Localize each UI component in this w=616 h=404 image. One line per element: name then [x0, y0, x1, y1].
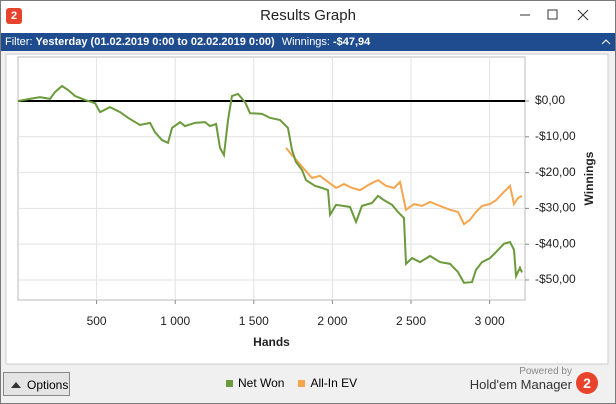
- filter-label: Filter:: [5, 36, 33, 48]
- powered-by: Powered by: [519, 366, 572, 377]
- title-bar: 2 Results Graph: [1, 1, 615, 33]
- x-tick-label: 3 000: [475, 314, 505, 328]
- brand-logo: 2: [576, 372, 598, 394]
- branding: Powered by Hold'em Manager: [470, 366, 572, 392]
- x-axis-label: Hands: [253, 335, 290, 349]
- winnings-value: -$47,94: [332, 36, 371, 48]
- y-tick-label: -$20,00: [535, 165, 576, 179]
- brand-name: Hold'em Manager: [469, 377, 572, 392]
- x-tick-label: 2 500: [396, 314, 426, 328]
- x-tick-label: 500: [87, 314, 107, 328]
- winnings-label: Winnings:: [281, 36, 330, 48]
- series-line: [17, 84, 523, 284]
- options-button[interactable]: Options: [3, 372, 70, 396]
- chart-panel: [5, 53, 609, 365]
- y-axis-label: Winnings: [582, 151, 596, 205]
- y-tick-label: -$10,00: [535, 129, 576, 143]
- y-tick-label: -$50,00: [535, 272, 576, 286]
- series-line: [285, 147, 523, 226]
- filter-period: Yesterday (01.02.2019 0:00 to 02.02.2019…: [35, 36, 275, 48]
- x-tick-label: 2 000: [317, 314, 347, 328]
- button-arrow: [11, 382, 21, 388]
- legend-swatch: [226, 380, 233, 387]
- chart: 500 1 000 1 500 2 000 2 500 3 000 $0,00 -$10,00…: [5, 53, 609, 365]
- x-tick-label: 1 000: [160, 314, 190, 328]
- maximize[interactable]: [547, 9, 558, 20]
- window-title: Results Graph: [260, 7, 356, 24]
- legend: Net Won All-In EV: [226, 376, 357, 390]
- y-tick-label: -$40,00: [535, 236, 576, 250]
- plot-area: [17, 56, 526, 301]
- filter-bar: Filter: Yesterday (01.02.2019 0:00 to 02.…: [1, 33, 615, 51]
- y-tick-label: $0,00: [535, 93, 565, 107]
- x-tick-label: 1 500: [239, 314, 269, 328]
- legend-item[interactable]: All-In EV: [298, 376, 357, 390]
- options-label: Options: [27, 378, 69, 392]
- app-icon: 2: [6, 8, 22, 24]
- y-tick-label: -$30,00: [535, 201, 576, 215]
- legend-label: Net Won: [238, 376, 285, 390]
- window-controls[interactable]: [1, 1, 615, 33]
- legend-item[interactable]: Net Won: [226, 376, 284, 390]
- legend-label: All-In EV: [310, 376, 358, 390]
- close[interactable]: [577, 9, 589, 21]
- legend-swatch: [298, 380, 306, 387]
- collapse-arrow[interactable]: [601, 37, 611, 47]
